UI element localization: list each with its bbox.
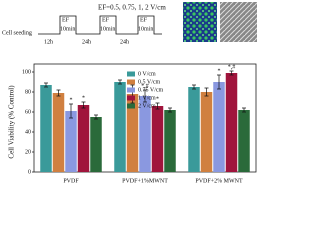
- bar: [225, 73, 238, 172]
- significance-marker: *: [70, 97, 73, 103]
- significance-marker: *,#: [141, 83, 149, 89]
- y-tick-label: 80: [25, 89, 31, 95]
- significance-marker: *,#: [228, 64, 236, 70]
- legend-swatch: [127, 79, 135, 85]
- step: 24h: [82, 39, 91, 45]
- error-bar: [155, 102, 160, 110]
- y-tick-label: 100: [22, 69, 31, 75]
- error-bar: [168, 107, 172, 113]
- legend-label: 2 V/cm: [138, 103, 156, 109]
- bar: [52, 93, 65, 172]
- legend-swatch: [127, 87, 135, 93]
- sem-image: [220, 2, 257, 42]
- bar: [164, 110, 176, 172]
- error-bar: [81, 101, 86, 109]
- step: 24h: [120, 39, 129, 45]
- error-bar: [143, 89, 147, 103]
- step: EF: [62, 17, 70, 23]
- step: 12h: [44, 39, 53, 45]
- significance-marker: *: [82, 95, 85, 101]
- significance-marker: *: [156, 96, 159, 102]
- error-bar: [118, 79, 122, 85]
- error-bar: [242, 107, 246, 113]
- legend-label: 0.75 V/cm: [138, 87, 164, 93]
- y-tick-label: 20: [25, 149, 31, 155]
- step: EF: [140, 17, 148, 23]
- y-tick-label: 0: [28, 169, 31, 175]
- error-bar: [56, 89, 61, 97]
- bar: [126, 94, 139, 172]
- legend-swatch: [127, 103, 135, 109]
- legend-swatch: [127, 71, 135, 77]
- bar: [77, 105, 90, 172]
- legend-swatch: [127, 95, 135, 101]
- bar: [65, 111, 77, 172]
- bar: [238, 110, 250, 172]
- step: 10min: [138, 26, 153, 32]
- step: 10min: [100, 26, 115, 32]
- ef-label: EF=0.5, 0.75, 1, 2 V/cm: [98, 4, 166, 12]
- legend-label: 1 V/cm: [138, 95, 156, 101]
- bar: [114, 82, 126, 172]
- y-tick-label: 60: [25, 109, 31, 115]
- bar: [188, 87, 200, 172]
- error-bar: [229, 70, 234, 76]
- timeline: [38, 15, 162, 35]
- seeding-label: Cell seeding: [2, 30, 32, 36]
- x-tick-label: PVDF: [63, 178, 79, 184]
- schematic: EF=0.5, 0.75, 1, 2 V/cm Cell seeding 12h…: [2, 2, 257, 45]
- bar: [213, 82, 225, 172]
- bar: [90, 117, 102, 172]
- error-bar: [44, 82, 48, 88]
- bar: [151, 106, 164, 172]
- fluorescence-image: [183, 2, 217, 42]
- legend-label: 0 V/cm: [138, 71, 156, 77]
- bar: [139, 96, 151, 172]
- error-bar: [192, 84, 196, 90]
- y-axis-label: Cell Viability (% Control): [8, 85, 16, 159]
- bar: [40, 85, 52, 172]
- error-bar: [69, 103, 73, 119]
- bar: [200, 92, 213, 172]
- x-tick-label: PVDF+1%MWNT: [122, 178, 168, 184]
- significance-marker: *: [218, 68, 221, 74]
- error-bar: [217, 74, 221, 90]
- x-tick-label: PVDF+2% MWNT: [195, 178, 243, 184]
- step: 10min: [60, 26, 75, 32]
- figure: EF=0.5, 0.75, 1, 2 V/cm Cell seeding 12h…: [2, 2, 257, 184]
- step: EF: [102, 17, 110, 23]
- y-tick-label: 40: [25, 129, 31, 135]
- legend-label: 0.5 V/cm: [138, 79, 161, 85]
- error-bar: [94, 114, 98, 120]
- error-bar: [204, 87, 209, 97]
